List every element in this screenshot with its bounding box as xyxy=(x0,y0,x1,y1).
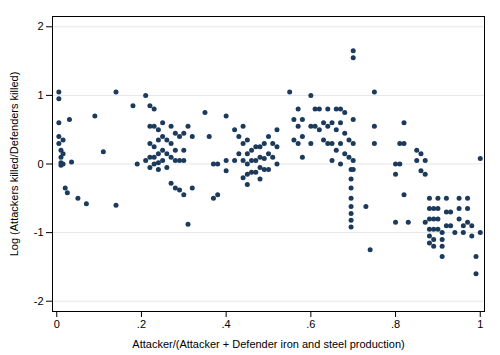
svg-text:1: 1 xyxy=(477,318,483,330)
svg-text:.6: .6 xyxy=(306,318,315,330)
svg-text:.4: .4 xyxy=(222,318,231,330)
svg-text:0: 0 xyxy=(54,318,60,330)
svg-text:2: 2 xyxy=(37,20,43,32)
svg-text:0: 0 xyxy=(37,158,43,170)
svg-text:Attacker/(Attacker + Defender: Attacker/(Attacker + Defender iron and s… xyxy=(132,338,404,350)
svg-text:.8: .8 xyxy=(391,318,400,330)
svg-text:1: 1 xyxy=(37,89,43,101)
svg-text:-2: -2 xyxy=(34,295,44,307)
svg-text:.2: .2 xyxy=(137,318,146,330)
svg-text:Log (Attackers killed/Defender: Log (Attackers killed/Defenders killed) xyxy=(8,72,20,257)
svg-text:-1: -1 xyxy=(34,226,44,238)
